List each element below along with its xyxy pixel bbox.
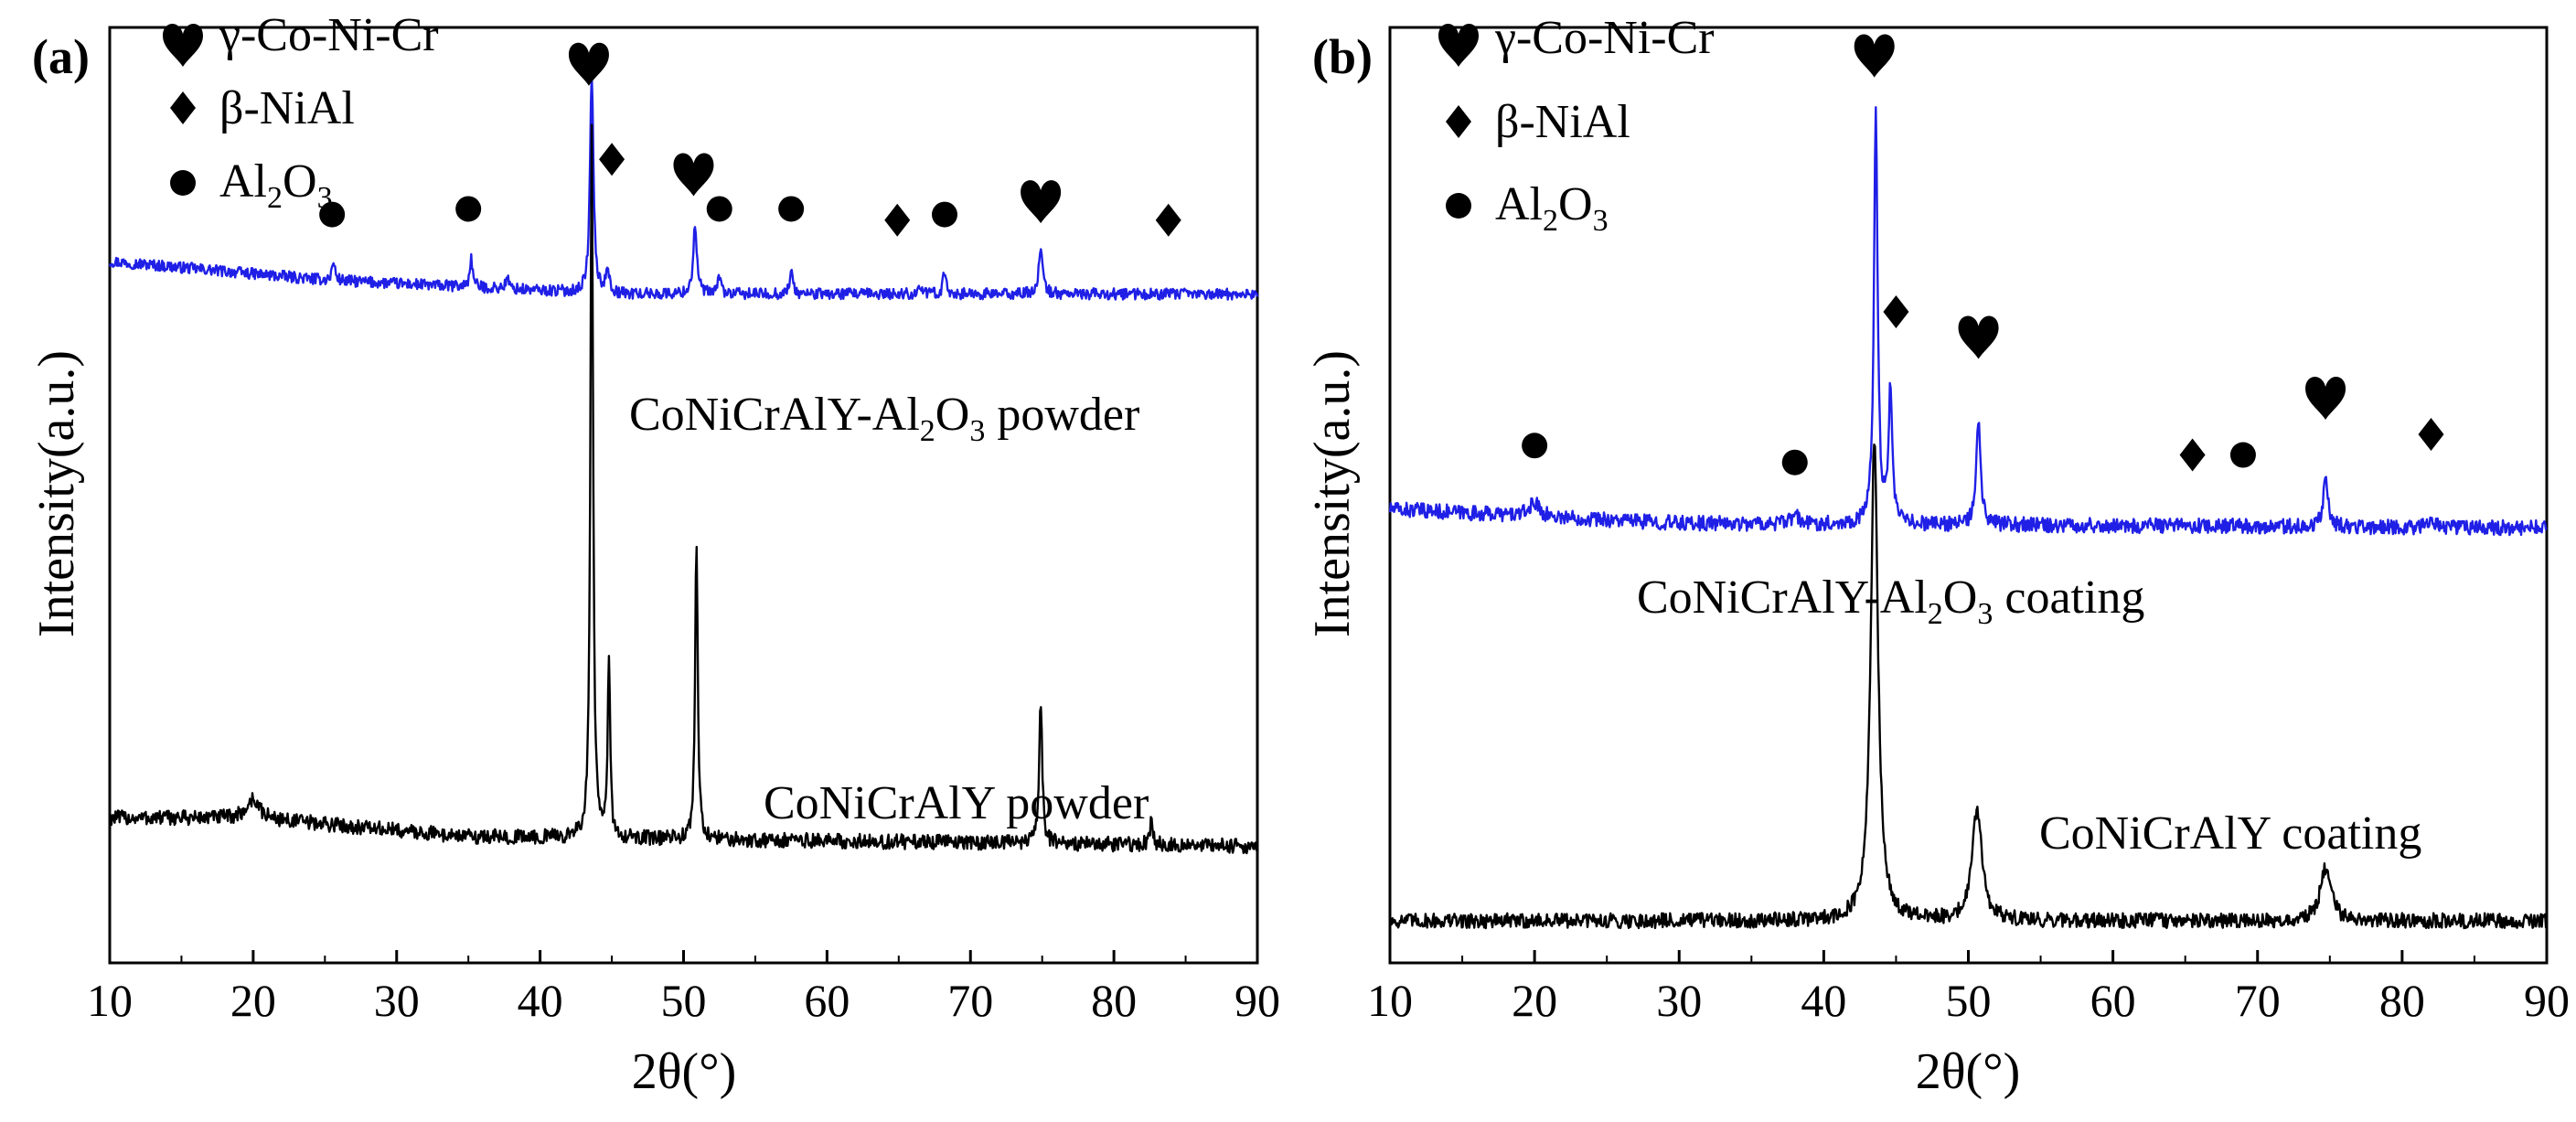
series-group-b (1388, 106, 2549, 930)
panel-b: 10 20 30 40 50 60 70 80 90 (b) 2θ(°) Intensity(a… (1304, 12, 2570, 1100)
series-line-upper (108, 73, 1259, 301)
legend-heart-icon (1438, 23, 1479, 67)
y-axis-title-a: Intensity(a.u.) (28, 350, 85, 637)
phase-marker-diamond-icon (1883, 294, 1909, 328)
phase-markers-a (319, 42, 1181, 237)
phase-marker-circle-icon (455, 196, 482, 222)
x-tick-label: 40 (1801, 975, 1846, 1026)
series-group-a (108, 73, 1259, 855)
phase-marker-diamond-icon (2418, 418, 2444, 452)
x-ticks-b: 10 20 30 40 50 60 70 80 90 (1367, 950, 2570, 1026)
phase-marker-diamond-icon (884, 203, 911, 237)
panel-label-b: (b) (1312, 29, 1373, 84)
legend-label-gamma: γ-Co-Ni-Cr (1494, 12, 1715, 64)
x-tick-label: 80 (2379, 975, 2425, 1026)
x-tick-label: 20 (230, 975, 276, 1026)
x-tick-label: 70 (947, 975, 993, 1026)
legend-label-al2o3: Al2O3 (1495, 178, 1609, 238)
x-axis-title-b: 2θ(°) (1916, 1043, 2021, 1100)
y-axis-title-b: Intensity(a.u.) (1304, 350, 1361, 637)
phase-marker-heart-icon (1958, 315, 1999, 359)
legend-b: γ-Co-Ni-Cr β-NiAl Al2O3 (1438, 12, 1715, 238)
phase-marker-diamond-icon (1155, 203, 1181, 237)
series-label-powder: CoNiCrAlY powder (764, 777, 1149, 829)
phase-marker-circle-icon (706, 196, 732, 222)
series-line-upper (1388, 106, 2548, 537)
phase-marker-circle-icon (319, 201, 346, 228)
legend-label-beta: β-NiAl (1495, 96, 1630, 148)
x-ticks-a: 10 20 30 40 50 60 70 80 90 (87, 950, 1280, 1026)
x-tick-label: 30 (374, 975, 420, 1026)
phase-marker-diamond-icon (599, 143, 625, 176)
legend-heart-icon (163, 23, 203, 67)
phase-marker-circle-icon (932, 201, 958, 228)
phase-marker-diamond-icon (2179, 438, 2206, 472)
x-tick-label: 60 (804, 975, 850, 1026)
legend-label-al2o3: Al2O3 (219, 155, 333, 215)
legend-label-gamma: γ-Co-Ni-Cr (219, 9, 439, 61)
series-label-composite-coating: CoNiCrAlY-Al2O3 coating (1637, 572, 2144, 631)
x-tick-label: 90 (1235, 975, 1280, 1026)
phase-marker-heart-icon (673, 153, 714, 197)
legend-circle-icon (1446, 193, 1471, 219)
x-tick-label: 50 (1946, 975, 1992, 1026)
series-label-coating: CoNiCrAlY coating (2039, 807, 2421, 860)
phase-marker-heart-icon (1854, 34, 1895, 78)
legend-a: γ-Co-Ni-Cr β-NiAl Al2O3 (163, 9, 439, 215)
phase-marker-heart-icon (1021, 180, 1062, 224)
panel-label-a: (a) (32, 29, 90, 84)
legend-label-beta: β-NiAl (219, 82, 355, 134)
x-tick-label: 10 (87, 975, 133, 1026)
x-tick-label: 10 (1367, 975, 1413, 1026)
phase-marker-circle-icon (1781, 449, 1808, 476)
series-label-composite-powder: CoNiCrAlY-Al2O3 powder (629, 389, 1139, 448)
phase-marker-circle-icon (778, 196, 805, 222)
legend-circle-icon (170, 170, 196, 196)
x-tick-label: 80 (1091, 975, 1137, 1026)
legend-diamond-icon (170, 91, 196, 124)
x-tick-label: 20 (1512, 975, 1557, 1026)
phase-markers-b (1522, 34, 2444, 476)
phase-marker-heart-icon (568, 42, 609, 86)
series-line-lower (1388, 443, 2549, 930)
x-tick-label: 90 (2524, 975, 2570, 1026)
x-tick-label: 60 (2090, 975, 2136, 1026)
legend-diamond-icon (1446, 105, 1471, 138)
phase-marker-circle-icon (1522, 433, 1548, 459)
series-line-lower (108, 123, 1259, 855)
panel-a: 10 20 30 40 50 60 70 80 90 (a) 2θ(°) Intensity(a… (28, 9, 1280, 1100)
phase-marker-circle-icon (2229, 442, 2256, 468)
x-axis-title-a: 2θ(°) (632, 1043, 737, 1100)
phase-marker-heart-icon (2305, 376, 2346, 421)
x-tick-label: 50 (661, 975, 707, 1026)
x-tick-label: 70 (2235, 975, 2281, 1026)
x-tick-label: 30 (1656, 975, 1702, 1026)
x-tick-label: 40 (518, 975, 563, 1026)
